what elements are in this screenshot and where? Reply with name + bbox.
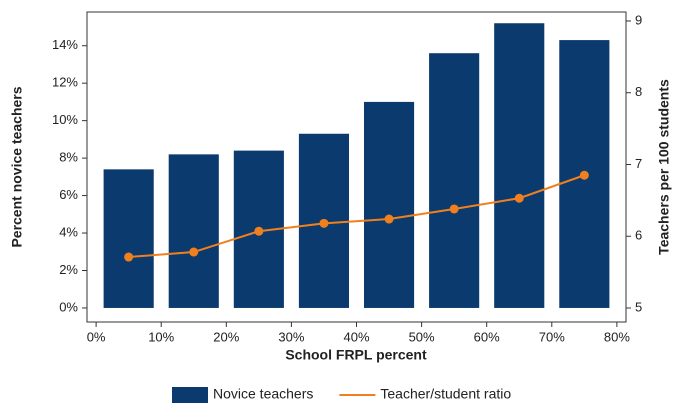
y2-tick-label: 9: [635, 12, 642, 27]
x-tick-label: 30%: [278, 329, 304, 344]
bar: [103, 169, 154, 308]
point: [449, 204, 459, 214]
y-axis-label: Percent novice teachers: [9, 86, 25, 247]
x-tick-label: 40%: [343, 329, 369, 344]
point: [254, 226, 264, 236]
point: [189, 247, 199, 257]
x-tick-label: 70%: [539, 329, 565, 344]
legend-label: Novice teachers: [213, 386, 313, 402]
x-tick-label: 60%: [474, 329, 500, 344]
bar: [429, 53, 480, 308]
y-tick-label: 12%: [52, 75, 78, 90]
x-tick-label: 10%: [148, 329, 174, 344]
x-tick-label: 0%: [87, 329, 106, 344]
y-tick-label: 10%: [52, 112, 78, 127]
x-tick-label: 20%: [213, 329, 239, 344]
y2-axis-label: Teachers per 100 students: [656, 79, 672, 255]
y2-tick-label: 6: [635, 228, 642, 243]
x-tick-label: 50%: [409, 329, 435, 344]
y-tick-label: 14%: [52, 37, 78, 52]
y-tick-label: 6%: [59, 187, 78, 202]
legend-swatch: [172, 387, 208, 403]
point: [319, 218, 329, 228]
bar: [168, 154, 219, 308]
y-tick-label: 0%: [59, 299, 78, 314]
y2-tick-label: 8: [635, 84, 642, 99]
bar: [494, 23, 545, 308]
y-tick-label: 2%: [59, 262, 78, 277]
point: [124, 252, 134, 262]
x-tick-label: 80%: [604, 329, 630, 344]
point: [514, 193, 524, 203]
y2-tick-label: 7: [635, 156, 642, 171]
point: [384, 214, 394, 224]
plot-frame: [86, 11, 627, 323]
x-axis-label: School FRPL percent: [285, 347, 427, 363]
y2-tick-label: 5: [635, 299, 642, 314]
line: [128, 174, 585, 259]
y-tick-label: 4%: [59, 224, 78, 239]
y-tick-label: 8%: [59, 150, 78, 165]
legend-label: Teacher/student ratio: [380, 386, 511, 402]
bar: [363, 101, 415, 308]
point: [579, 170, 589, 180]
